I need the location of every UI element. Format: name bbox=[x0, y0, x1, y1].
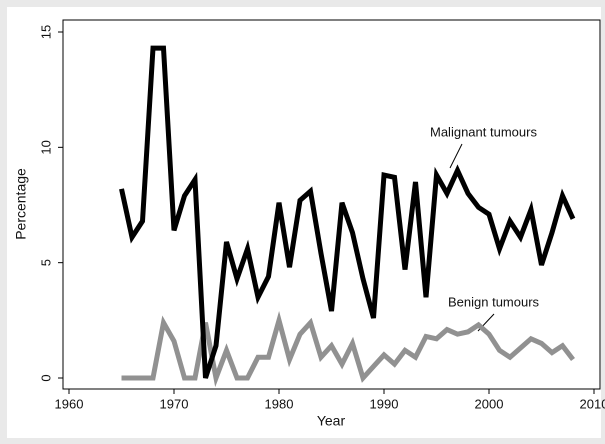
y-tick-label: 10 bbox=[38, 140, 53, 154]
y-tick-label: 0 bbox=[38, 374, 53, 381]
x-tick-label: 1970 bbox=[160, 396, 189, 411]
series-line bbox=[121, 310, 575, 388]
annotation: Malignant tumours bbox=[430, 124, 537, 139]
x-tick-label: 1960 bbox=[55, 396, 84, 411]
x-axis-label: Year bbox=[317, 413, 346, 429]
annotation-pointer bbox=[449, 143, 463, 169]
x-tick-label: 1980 bbox=[265, 396, 294, 411]
y-axis-label: Percentage bbox=[13, 168, 29, 240]
x-tick-label: 2010 bbox=[580, 396, 605, 411]
series-line bbox=[119, 45, 576, 379]
annotation: Benign tumours bbox=[448, 294, 540, 309]
y-tick-label: 15 bbox=[38, 25, 53, 39]
y-tick-label: 5 bbox=[38, 259, 53, 266]
x-tick-label: 2000 bbox=[475, 396, 504, 411]
x-tick-label: 1990 bbox=[370, 396, 399, 411]
